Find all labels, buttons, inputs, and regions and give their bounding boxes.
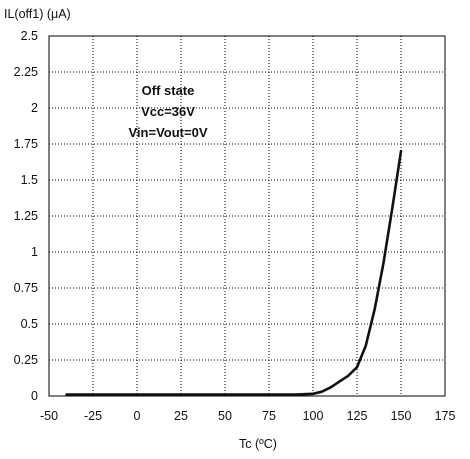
y-tick-label: 0.5 (21, 317, 38, 331)
y-tick-label: 2.5 (21, 29, 38, 43)
y-axis-label: IL(off1) (μA) (4, 7, 71, 21)
annotation-line-2: Vcc=36V (141, 104, 195, 119)
x-tick-label: -25 (84, 409, 102, 423)
y-tick-label: 1.25 (14, 209, 38, 223)
x-axis-ticks: -50 -25 0 25 50 75 100 125 150 175 (40, 409, 456, 423)
y-tick-label: 0.75 (14, 281, 38, 295)
y-tick-label: 2.25 (14, 65, 38, 79)
x-tick-label: 150 (391, 409, 412, 423)
x-tick-label: 100 (303, 409, 324, 423)
x-tick-label: -50 (40, 409, 58, 423)
y-tick-label: 0 (31, 389, 38, 403)
y-axis-ticks: 0 0.25 0.5 0.75 1 1.25 1.5 1.75 2 2.25 2.5 (14, 29, 38, 403)
series-layer (65, 149, 403, 396)
y-tick-label: 1 (31, 245, 38, 259)
y-tick-label: 1.75 (14, 137, 38, 151)
x-tick-label: 0 (134, 409, 141, 423)
y-tick-label: 0.25 (14, 353, 38, 367)
x-tick-label: 175 (435, 409, 456, 423)
y-tick-label: 1.5 (21, 173, 38, 187)
x-tick-label: 125 (347, 409, 368, 423)
x-axis-label: Tc (ºC) (239, 437, 277, 451)
x-tick-label: 50 (218, 409, 232, 423)
x-tick-label: 25 (174, 409, 188, 423)
annotation-line-3: Vin=Vout=0V (129, 125, 208, 140)
plot-frame (48, 35, 446, 397)
y-tick-label: 2 (31, 101, 38, 115)
x-tick-label: 75 (262, 409, 276, 423)
series-line (65, 149, 403, 396)
conditions-annotation: Off state Vcc=36V Vin=Vout=0V (129, 83, 208, 140)
annotation-line-1: Off state (142, 83, 195, 98)
grid-lines (49, 36, 445, 396)
